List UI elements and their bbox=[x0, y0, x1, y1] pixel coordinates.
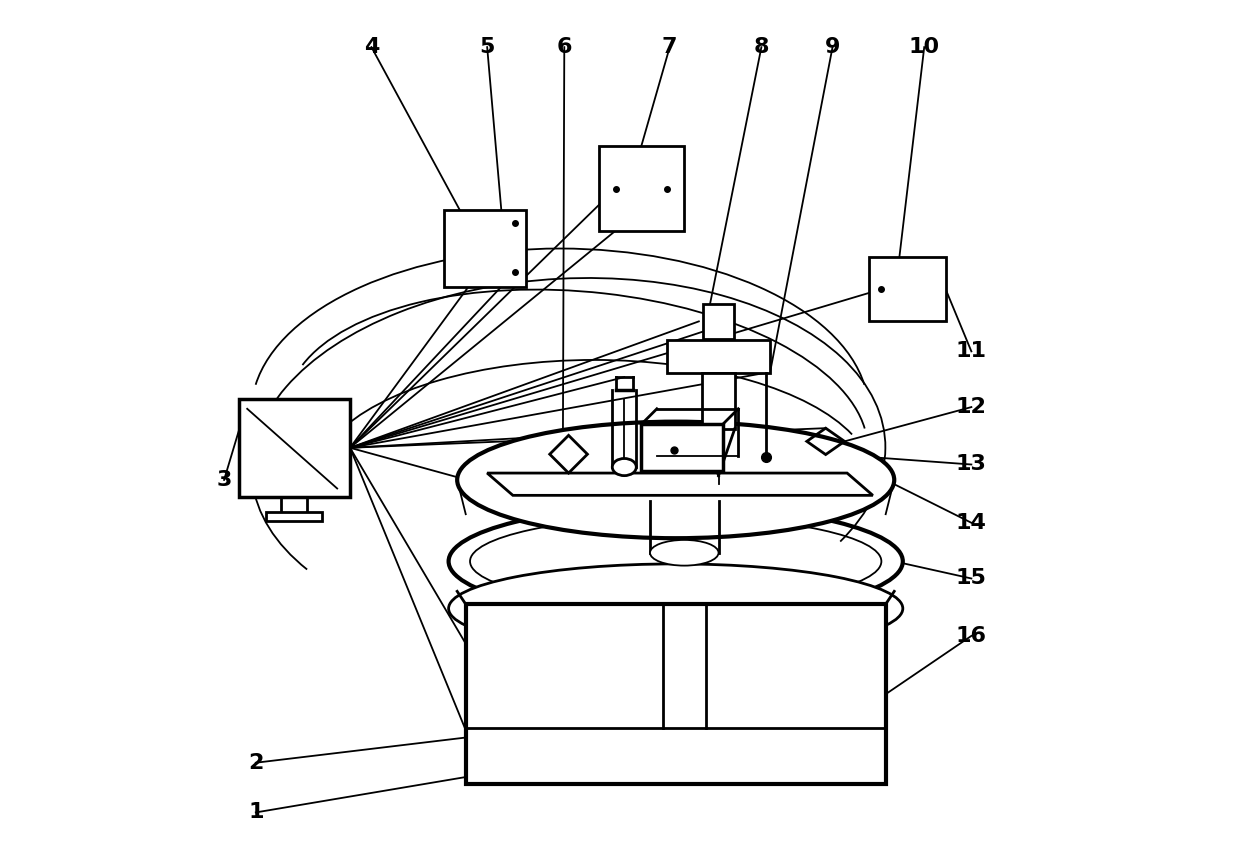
Text: 8: 8 bbox=[754, 37, 769, 57]
Text: 7: 7 bbox=[662, 37, 677, 57]
Ellipse shape bbox=[613, 458, 636, 476]
Text: 14: 14 bbox=[956, 512, 987, 533]
Ellipse shape bbox=[449, 506, 903, 617]
Text: 3: 3 bbox=[216, 470, 232, 490]
Text: 1: 1 bbox=[248, 802, 264, 823]
Text: 9: 9 bbox=[825, 37, 841, 57]
Ellipse shape bbox=[449, 564, 903, 653]
Ellipse shape bbox=[458, 422, 894, 538]
Polygon shape bbox=[487, 473, 873, 495]
Text: 16: 16 bbox=[956, 626, 987, 646]
Bar bbox=[703, 304, 734, 339]
Text: 6: 6 bbox=[557, 37, 572, 57]
Bar bbox=[466, 604, 885, 784]
Bar bbox=[267, 512, 322, 521]
Text: 11: 11 bbox=[956, 341, 987, 362]
Bar bbox=[702, 373, 735, 428]
Bar bbox=[641, 424, 723, 471]
Ellipse shape bbox=[470, 517, 882, 606]
Text: 12: 12 bbox=[956, 397, 987, 417]
Text: 2: 2 bbox=[248, 752, 263, 773]
Text: 4: 4 bbox=[363, 37, 379, 57]
Bar bbox=[599, 146, 684, 231]
Ellipse shape bbox=[650, 540, 718, 566]
Bar bbox=[238, 399, 350, 497]
Text: 13: 13 bbox=[956, 454, 987, 475]
Text: 10: 10 bbox=[909, 37, 940, 57]
Text: 5: 5 bbox=[480, 37, 495, 57]
Bar bbox=[444, 210, 526, 287]
Text: 15: 15 bbox=[956, 568, 987, 589]
Bar bbox=[667, 340, 770, 373]
Bar bbox=[868, 257, 946, 321]
